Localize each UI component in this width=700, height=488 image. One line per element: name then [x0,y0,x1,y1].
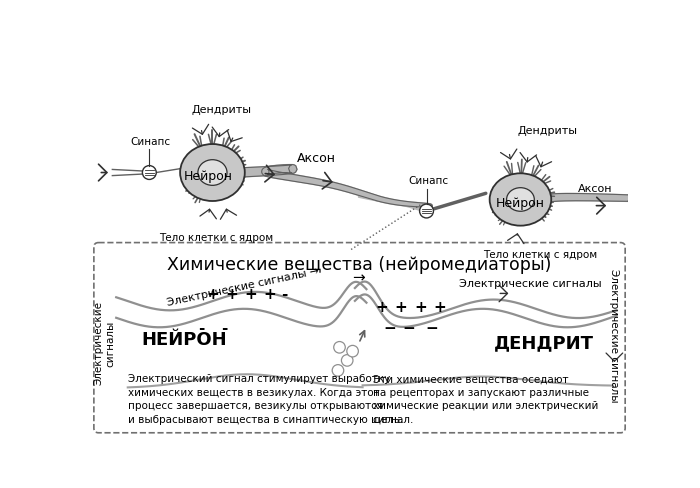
Text: Электрические
сигналы: Электрические сигналы [94,302,116,386]
Text: −: − [426,321,438,336]
Text: Дендриты: Дендриты [517,126,577,136]
Ellipse shape [490,173,552,225]
Circle shape [332,365,344,376]
Text: +: + [375,300,389,315]
Polygon shape [239,164,433,209]
Circle shape [419,204,433,218]
Text: Электрические сигналы →: Электрические сигналы → [167,266,321,308]
Ellipse shape [198,160,227,185]
Text: -: - [281,287,287,303]
Text: +: + [244,287,258,303]
Text: -: - [197,321,204,336]
Text: Нейрон: Нейрон [184,170,233,183]
Polygon shape [358,194,427,212]
Ellipse shape [507,188,534,211]
Text: +: + [433,300,446,315]
Text: →: → [352,270,365,285]
Circle shape [334,342,345,353]
Text: Аксон: Аксон [297,152,336,165]
Text: +: + [206,287,219,303]
Circle shape [342,355,353,366]
Text: Нейрон: Нейрон [496,197,545,210]
Text: +: + [225,287,238,303]
Text: +: + [414,300,427,315]
Polygon shape [551,193,634,202]
Text: Синапс: Синапс [408,176,448,186]
FancyBboxPatch shape [94,243,625,433]
Text: Электрический сигнал стимулирует выработку
химических веществ в везикулах. Когда: Электрический сигнал стимулирует выработ… [127,374,403,425]
Text: −: − [383,321,396,336]
Text: Электрические сигналы: Электрические сигналы [610,269,620,403]
Text: Эти химические вещества оседают
на рецепторах и запускают различные
химические р: Эти химические вещества оседают на рецеп… [372,374,598,425]
Ellipse shape [180,144,245,201]
Text: Тело клетки с ядром: Тело клетки с ядром [159,233,274,243]
Text: +: + [395,300,407,315]
Text: Электрические сигналы: Электрические сигналы [459,279,601,289]
Text: ДЕНДРИТ: ДЕНДРИТ [494,334,594,352]
Text: +: + [264,287,276,303]
Text: Дендриты: Дендриты [192,105,252,115]
Text: НЕЙРОН: НЕЙРОН [141,330,228,348]
Text: Синапс: Синапс [131,137,171,147]
Circle shape [142,165,156,180]
Circle shape [346,346,358,357]
Text: -: - [220,321,228,336]
Text: Химические вещества (нейромедиаторы): Химические вещества (нейромедиаторы) [167,257,551,274]
Text: Тело клетки с ядром: Тело клетки с ядром [482,249,597,260]
Text: Аксон: Аксон [578,183,613,194]
Text: −: − [402,321,415,336]
